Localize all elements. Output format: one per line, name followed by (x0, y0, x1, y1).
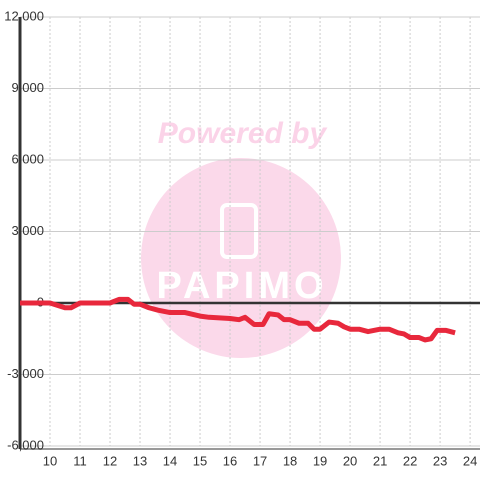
watermark-text: Powered by (158, 117, 328, 150)
x-tick-label: 24 (463, 453, 477, 468)
x-tick-label: 14 (163, 453, 177, 468)
x-tick-label: 16 (223, 453, 237, 468)
x-tick-label: 12 (103, 453, 117, 468)
y-tick-label: 12,000 (4, 8, 44, 23)
x-tick-label: 13 (133, 453, 147, 468)
y-tick-label: -3,000 (7, 366, 44, 381)
x-tick-label: 11 (73, 453, 87, 468)
x-tick-label: 21 (373, 453, 387, 468)
x-tick-label: 15 (193, 453, 207, 468)
y-tick-label: 9,000 (11, 80, 44, 95)
x-tick-label: 17 (253, 453, 267, 468)
x-tick-label: 19 (313, 453, 327, 468)
x-tick-label: 22 (403, 453, 417, 468)
y-tick-label: 6,000 (11, 151, 44, 166)
y-tick-label: 3,000 (11, 223, 44, 238)
x-tick-label: 10 (43, 453, 57, 468)
x-tick-label: 23 (433, 453, 447, 468)
data-line (20, 296, 456, 343)
x-tick-label: 20 (343, 453, 357, 468)
x-tick-label: 18 (283, 453, 297, 468)
y-tick-label: -6,000 (7, 437, 44, 452)
watermark-text: PAPIMO (156, 265, 327, 307)
